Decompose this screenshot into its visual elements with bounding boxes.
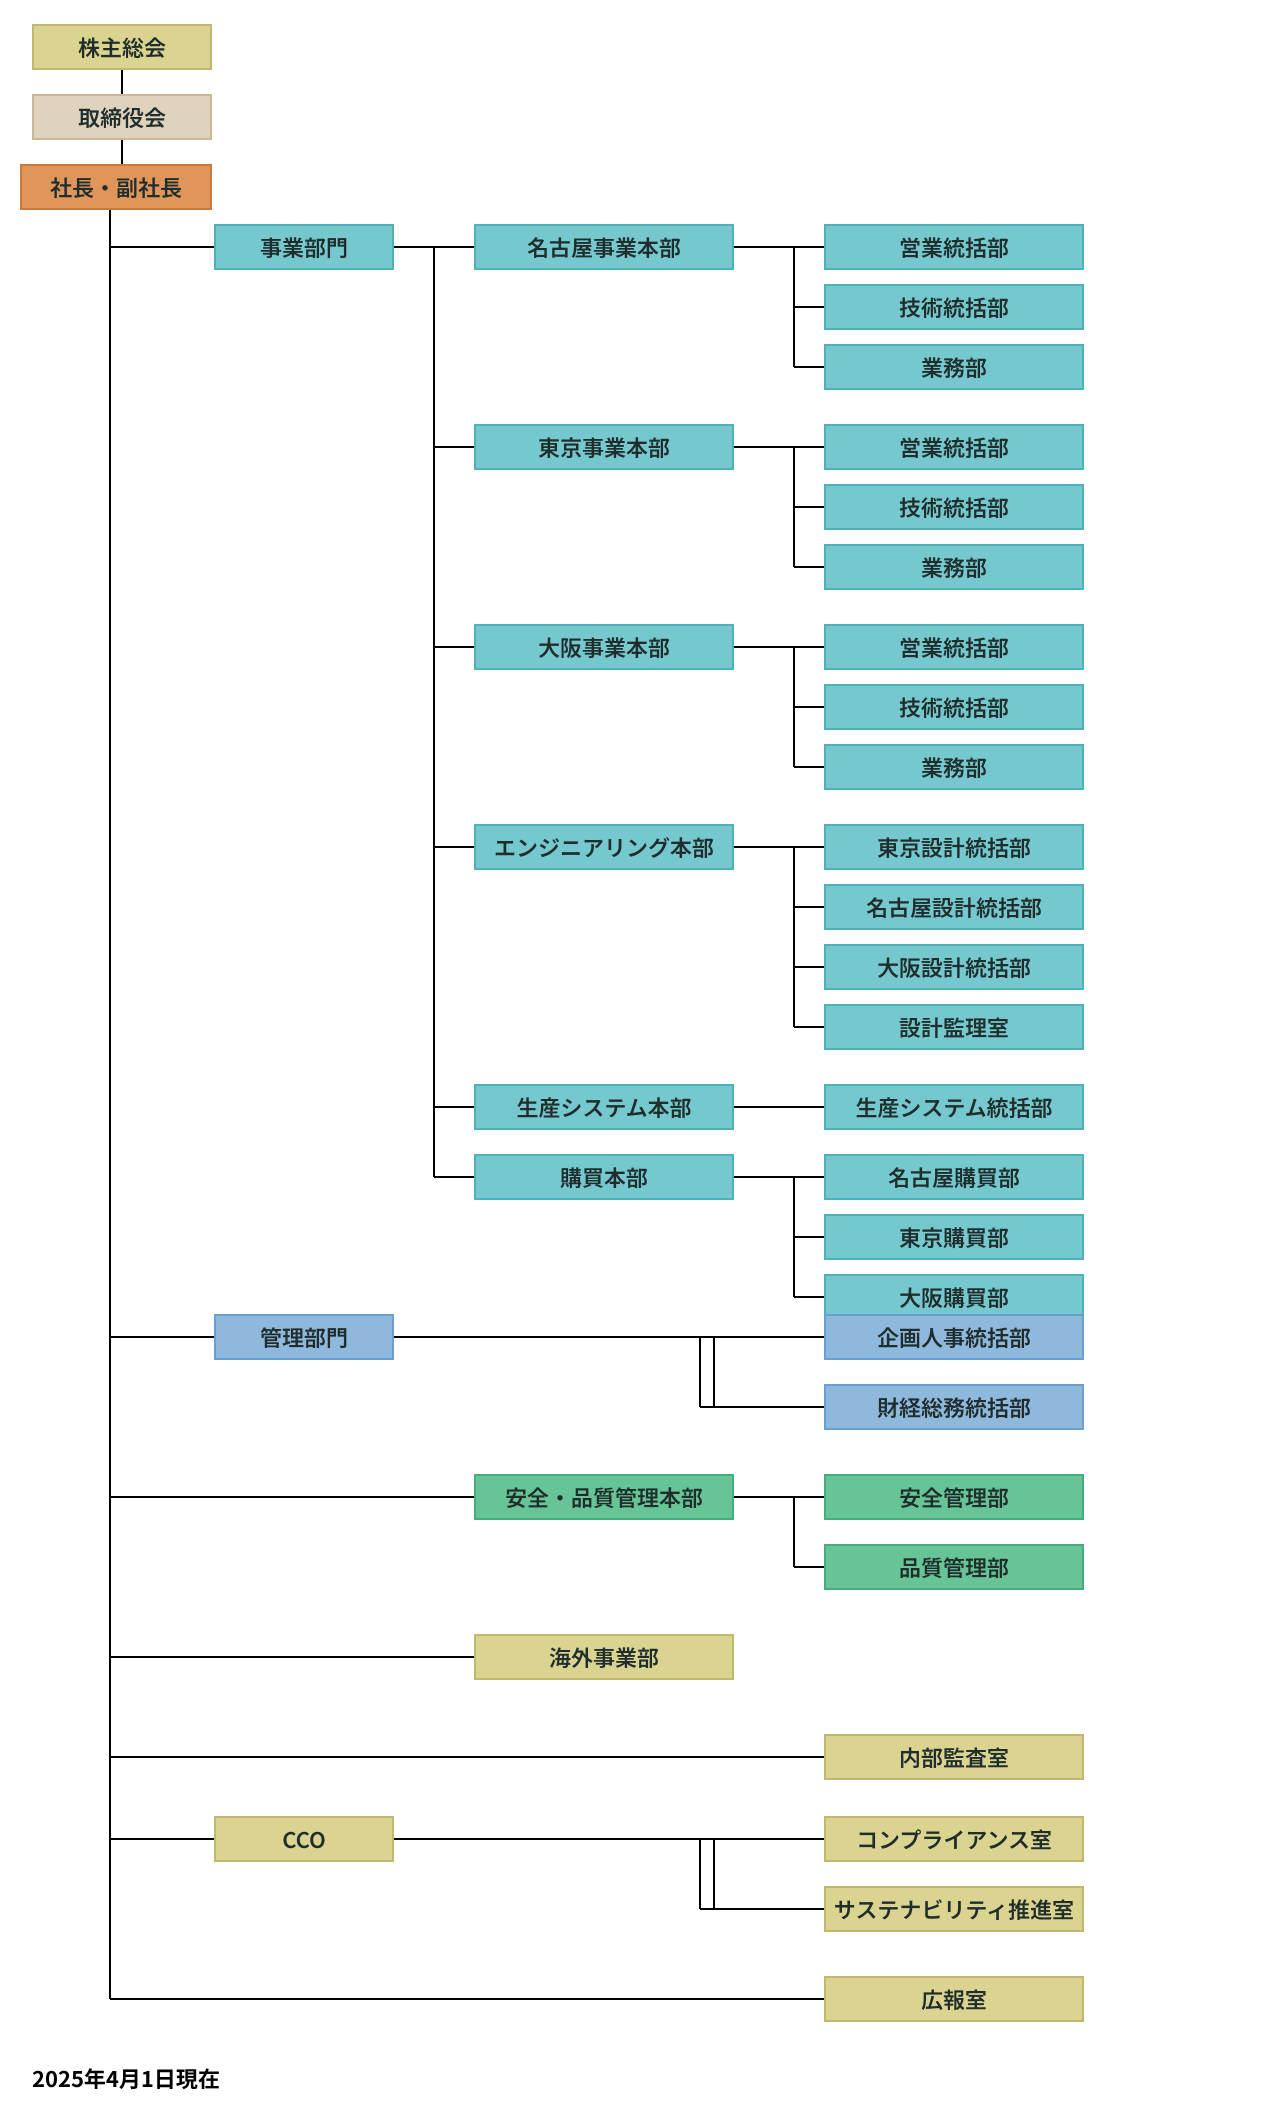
node-tokyo_tech: 技術統括部 — [824, 484, 1084, 530]
node-eng_nagoya: 名古屋設計統括部 — [824, 884, 1084, 930]
node-label: 広報室 — [921, 1983, 987, 2015]
node-proc_hq: 購買本部 — [474, 1154, 734, 1200]
node-plan_hr: 企画人事統括部 — [824, 1314, 1084, 1360]
node-label: コンプライアンス室 — [856, 1823, 1052, 1855]
node-label: 名古屋設計統括部 — [866, 891, 1042, 923]
node-label: 東京購買部 — [899, 1221, 1009, 1253]
node-osaka_sales: 営業統括部 — [824, 624, 1084, 670]
node-label: 社長・副社長 — [50, 171, 182, 203]
as-of-date: 2025年4月1日現在 — [32, 2062, 220, 2094]
node-label: 名古屋事業本部 — [527, 231, 681, 263]
node-board: 取締役会 — [32, 94, 212, 140]
node-shareholders: 株主総会 — [32, 24, 212, 70]
node-proc_nagoya: 名古屋購買部 — [824, 1154, 1084, 1200]
node-osaka_ops: 業務部 — [824, 744, 1084, 790]
node-label: 東京事業本部 — [538, 431, 670, 463]
node-label: 大阪購買部 — [899, 1281, 1009, 1313]
node-label: 営業統括部 — [899, 231, 1009, 263]
node-admin: 管理部門 — [214, 1314, 394, 1360]
node-prod_hq: 生産システム本部 — [474, 1084, 734, 1130]
node-label: 財経総務統括部 — [877, 1391, 1031, 1423]
node-label: 企画人事統括部 — [877, 1321, 1031, 1353]
node-label: 生産システム本部 — [516, 1091, 691, 1123]
node-label: 管理部門 — [260, 1321, 348, 1353]
node-label: 営業統括部 — [899, 431, 1009, 463]
node-eng_hq: エンジニアリング本部 — [474, 824, 734, 870]
node-label: 業務部 — [921, 751, 987, 783]
node-label: 内部監査室 — [899, 1741, 1009, 1773]
node-label: 営業統括部 — [899, 631, 1009, 663]
node-sustain: サステナビリティ推進室 — [824, 1886, 1084, 1932]
node-label: 生産システム統括部 — [855, 1091, 1052, 1123]
node-label: 名古屋購買部 — [888, 1161, 1020, 1193]
node-label: 品質管理部 — [899, 1551, 1009, 1583]
connector-layer — [0, 0, 1280, 2103]
node-label: 安全管理部 — [899, 1481, 1009, 1513]
node-prod_gen: 生産システム統括部 — [824, 1084, 1084, 1130]
node-overseas: 海外事業部 — [474, 1634, 734, 1680]
node-label: 海外事業部 — [549, 1641, 659, 1673]
node-proc_tokyo: 東京購買部 — [824, 1214, 1084, 1260]
node-eng_osaka: 大阪設計統括部 — [824, 944, 1084, 990]
node-safety_hq: 安全・品質管理本部 — [474, 1474, 734, 1520]
node-label: エンジニアリング本部 — [494, 831, 714, 863]
node-nagoya_sales: 営業統括部 — [824, 224, 1084, 270]
node-label: サステナビリティ推進室 — [834, 1893, 1074, 1925]
node-label: 技術統括部 — [899, 691, 1009, 723]
node-tokyo_hq: 東京事業本部 — [474, 424, 734, 470]
node-label: 技術統括部 — [899, 291, 1009, 323]
node-label: 業務部 — [921, 351, 987, 383]
node-tokyo_ops: 業務部 — [824, 544, 1084, 590]
node-eng_super: 設計監理室 — [824, 1004, 1084, 1050]
node-label: 東京設計統括部 — [877, 831, 1031, 863]
node-nagoya_tech: 技術統括部 — [824, 284, 1084, 330]
node-label: 事業部門 — [260, 231, 348, 263]
node-label: 取締役会 — [78, 101, 166, 133]
node-label: 設計監理室 — [899, 1011, 1009, 1043]
node-nagoya_hq: 名古屋事業本部 — [474, 224, 734, 270]
node-osaka_hq: 大阪事業本部 — [474, 624, 734, 670]
node-safety: 安全管理部 — [824, 1474, 1084, 1520]
node-label: 購買本部 — [560, 1161, 648, 1193]
node-tokyo_sales: 営業統括部 — [824, 424, 1084, 470]
node-label: 安全・品質管理本部 — [505, 1481, 703, 1513]
node-pr: 広報室 — [824, 1976, 1084, 2022]
node-president: 社長・副社長 — [20, 164, 212, 210]
node-division: 事業部門 — [214, 224, 394, 270]
node-fin_ga: 財経総務統括部 — [824, 1384, 1084, 1430]
node-label: CCO — [282, 1823, 326, 1855]
node-eng_tokyo: 東京設計統括部 — [824, 824, 1084, 870]
node-compliance: コンプライアンス室 — [824, 1816, 1084, 1862]
node-quality: 品質管理部 — [824, 1544, 1084, 1590]
node-nagoya_ops: 業務部 — [824, 344, 1084, 390]
node-audit: 内部監査室 — [824, 1734, 1084, 1780]
node-label: 業務部 — [921, 551, 987, 583]
node-label: 大阪事業本部 — [538, 631, 670, 663]
node-label: 技術統括部 — [899, 491, 1009, 523]
node-label: 大阪設計統括部 — [877, 951, 1031, 983]
node-osaka_tech: 技術統括部 — [824, 684, 1084, 730]
node-label: 株主総会 — [78, 31, 166, 63]
node-cco: CCO — [214, 1816, 394, 1862]
